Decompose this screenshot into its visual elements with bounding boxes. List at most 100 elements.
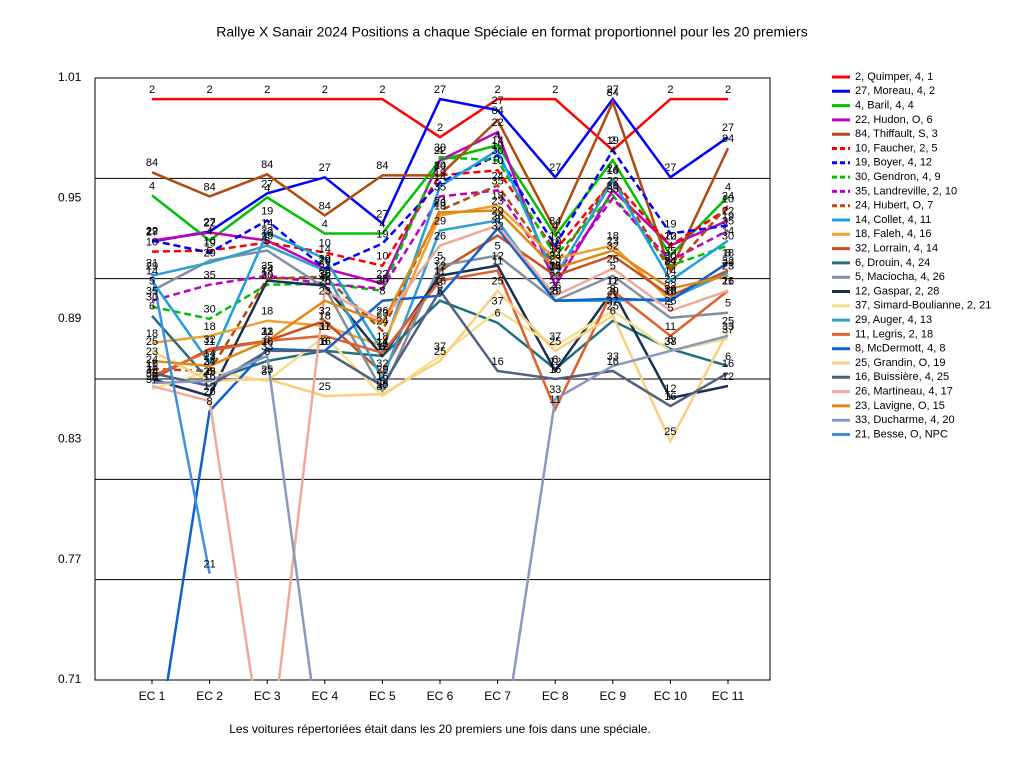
point-label: 16 (203, 371, 215, 383)
point-label: 27 (146, 226, 158, 238)
point-label: 8 (495, 213, 501, 225)
point-label: 25 (319, 381, 331, 393)
point-label: 27 (261, 178, 273, 190)
point-label: 30 (434, 142, 446, 154)
point-label: 19 (722, 210, 734, 222)
point-label: 30 (722, 230, 734, 242)
point-label: 2 (149, 84, 155, 96)
y-tick-label: 0.71 (58, 672, 82, 686)
point-label: 4 (322, 218, 328, 230)
point-label: 4 (379, 218, 385, 230)
point-label: 18 (607, 230, 619, 242)
point-label: 22 (664, 230, 676, 242)
point-label: 5 (437, 251, 443, 263)
point-label: 30 (664, 251, 676, 263)
point-label: 29 (146, 261, 158, 273)
point-label: 33 (664, 336, 676, 348)
y-tick-label: 1.01 (58, 70, 82, 84)
point-label: 10 (434, 160, 446, 172)
point-label: 35 (203, 270, 215, 282)
point-label: 24 (203, 356, 215, 368)
point-label: 32 (664, 281, 676, 293)
point-label: 24 (549, 251, 561, 263)
point-label: 24 (664, 256, 676, 268)
footnote: Les voitures répertoriées était dans les… (229, 722, 651, 736)
point-label: 30 (203, 304, 215, 316)
point-label: 27 (549, 162, 561, 174)
legend-label: 8, McDermott, 4, 8 (855, 343, 945, 355)
point-label: 29 (607, 286, 619, 298)
series-line (151, 264, 729, 400)
point-label: 22 (491, 117, 503, 129)
point-label: 19 (319, 254, 331, 266)
point-label: 29 (319, 256, 331, 268)
point-label: 84 (722, 133, 734, 145)
point-label: 33 (549, 384, 561, 396)
point-label: 33 (607, 351, 619, 363)
point-label: 5 (495, 240, 501, 252)
point-label: 4 (495, 130, 501, 142)
point-label: 18 (664, 286, 676, 298)
point-label: 25 (261, 364, 273, 376)
point-label: 4 (437, 145, 443, 157)
point-label: 27 (664, 162, 676, 174)
point-label: 8 (437, 281, 443, 293)
point-label: 30 (607, 180, 619, 192)
point-label: 25 (722, 316, 734, 328)
point-label: 19 (664, 218, 676, 230)
point-label: 26 (434, 230, 446, 242)
point-label: 5 (667, 303, 673, 315)
series-line (151, 249, 729, 394)
point-label: 16 (491, 356, 503, 368)
point-label: 5 (379, 376, 385, 388)
x-tick-label: EC 4 (311, 689, 338, 703)
point-label: 35 (549, 261, 561, 273)
x-tick-label: EC 10 (654, 689, 688, 703)
point-label: 14 (434, 171, 446, 183)
point-label: 2 (725, 84, 731, 96)
point-label: 12 (434, 261, 446, 273)
point-label: 27 (722, 122, 734, 134)
point-label: 11 (665, 321, 676, 333)
point-label: 32 (491, 220, 503, 232)
point-label: 30 (491, 145, 503, 157)
point-label: 8 (610, 284, 616, 296)
x-tick-label: EC 7 (484, 689, 511, 703)
point-label: 24 (261, 264, 273, 276)
legend-label: 33, Ducharme, 4, 20 (855, 414, 955, 426)
point-label: 14 (146, 266, 158, 278)
point-label: 24 (491, 170, 503, 182)
point-label: 19 (491, 140, 503, 152)
point-label: 33 (722, 321, 734, 333)
point-label: 30 (319, 269, 331, 281)
point-label: 12 (146, 364, 158, 376)
point-label: 25 (664, 426, 676, 438)
series-line (151, 209, 729, 368)
legend-label: 37, Simard-Boulianne, 2, 21 (855, 300, 991, 312)
series-line (152, 97, 728, 152)
point-label: 30 (261, 270, 273, 282)
point-label: 6 (264, 346, 270, 358)
point-label: 8 (725, 248, 731, 260)
point-label: 2 (437, 122, 443, 134)
point-label: 26 (491, 210, 503, 222)
point-label: 35 (146, 286, 158, 298)
point-label: 26 (319, 276, 331, 288)
point-label: 10 (607, 165, 619, 177)
legend-label: 26, Martineau, 4, 17 (855, 386, 953, 398)
point-label: 25 (434, 346, 446, 358)
point-label: 6 (149, 301, 155, 313)
point-label: 12 (261, 266, 273, 278)
point-label: 32 (319, 306, 331, 318)
point-label: 27 (434, 84, 446, 96)
point-label: 14 (664, 266, 676, 278)
point-label: 37 (664, 336, 676, 348)
point-label: 6 (495, 308, 501, 320)
point-label: 27 (607, 84, 619, 96)
point-label: 84 (319, 200, 331, 212)
point-label: 23 (549, 254, 561, 266)
point-label: 2 (264, 84, 270, 96)
series-line (151, 168, 729, 268)
point-label: 8 (207, 396, 213, 408)
point-label: 5 (322, 273, 328, 285)
